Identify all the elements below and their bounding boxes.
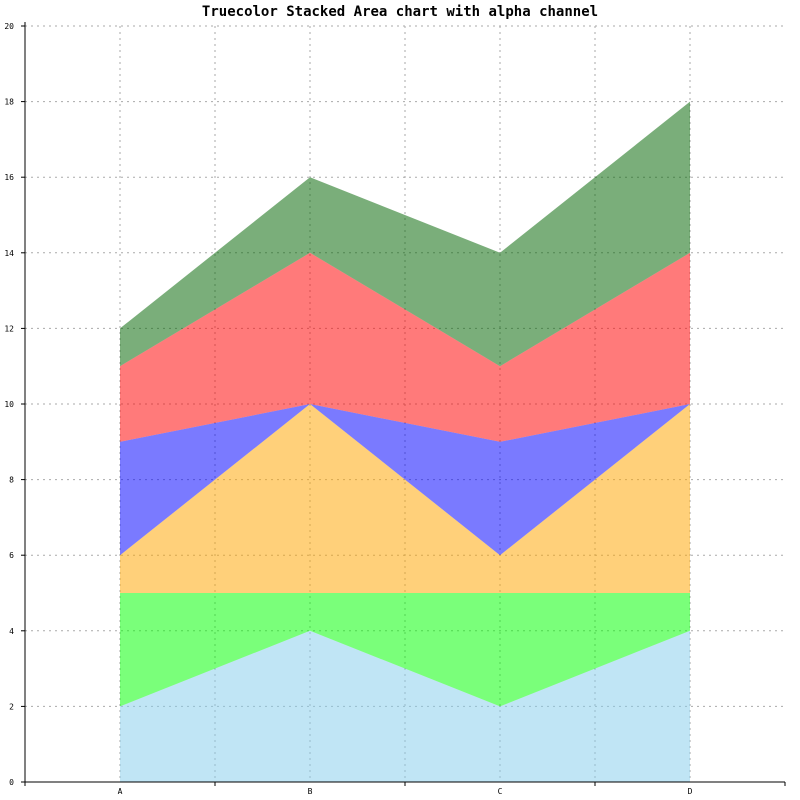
x-tick-label: A: [118, 787, 123, 796]
y-tick-label: 8: [9, 476, 14, 485]
x-tick-label: D: [688, 787, 693, 796]
y-tick-label: 0: [9, 778, 14, 787]
y-tick-label: 6: [9, 551, 14, 560]
area-series-3: [120, 404, 690, 593]
area-layer: [120, 101, 690, 782]
y-tick-label: 4: [9, 627, 14, 636]
label-layer: 0 2 4 6 8 10 12 14 16 18 20 A B C D: [4, 22, 692, 796]
y-tick-label: 14: [4, 249, 14, 258]
area-series-6: [120, 101, 690, 367]
y-tick-label: 20: [4, 22, 14, 31]
area-series-1: [120, 630, 690, 782]
y-tick-label: 18: [4, 98, 14, 107]
y-tick-label: 10: [4, 400, 14, 409]
y-tick-label: 16: [4, 173, 14, 182]
axis-layer: [21, 22, 786, 786]
y-tick-label: 12: [4, 324, 14, 333]
x-tick-label: C: [498, 787, 503, 796]
chart-title: Truecolor Stacked Area chart with alpha …: [201, 4, 599, 20]
area-series-2: [120, 593, 690, 707]
area-series-5: [120, 252, 690, 442]
y-tick-label: 2: [9, 702, 14, 711]
area-series-4: [120, 404, 690, 556]
x-tick-label: B: [308, 787, 313, 796]
